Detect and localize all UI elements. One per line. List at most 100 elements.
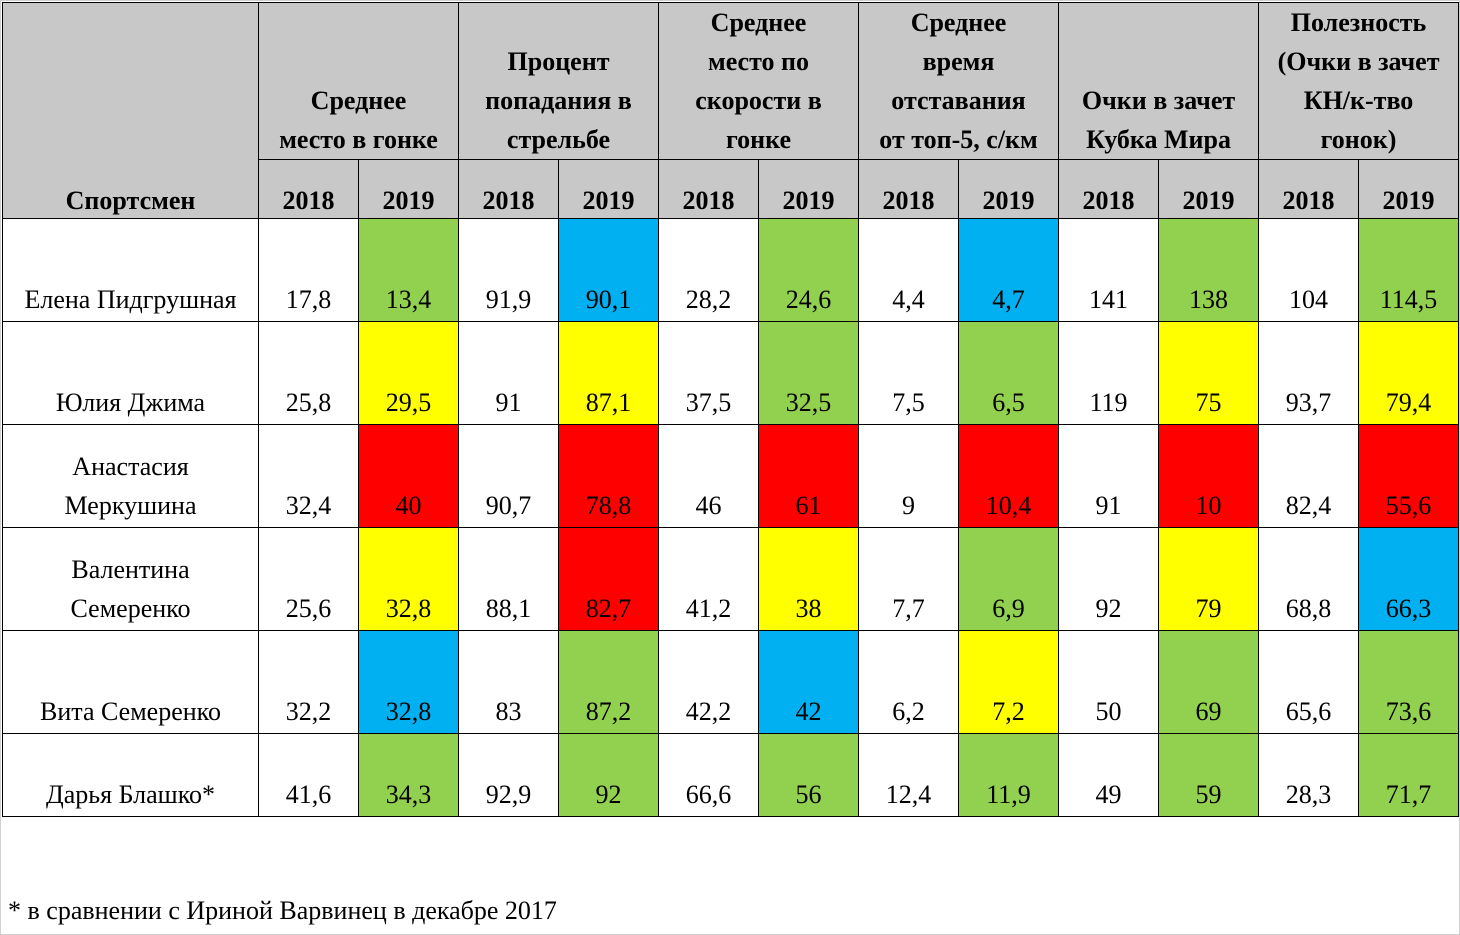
value-cell: 28,2 bbox=[658, 218, 759, 322]
value-cell: 68,8 bbox=[1258, 527, 1360, 631]
group-header-world-cup-points: Очки в зачет Кубка Мира bbox=[1058, 2, 1260, 160]
value-cell: 91,9 bbox=[458, 218, 559, 322]
value-cell: 34,3 bbox=[358, 733, 459, 817]
value-cell: 50 bbox=[1058, 630, 1160, 734]
value-cell: 28,3 bbox=[1258, 733, 1360, 817]
value-cell: 92 bbox=[558, 733, 659, 817]
value-cell: 79 bbox=[1158, 527, 1260, 631]
value-cell: 38 bbox=[757, 527, 860, 631]
value-cell: 4,7 bbox=[958, 218, 1060, 322]
value-cell: 82,4 bbox=[1258, 424, 1360, 528]
athlete-name-cell: Валентина Семеренко bbox=[2, 527, 259, 631]
value-cell: 4,4 bbox=[858, 218, 960, 322]
year-header: 2019 bbox=[358, 159, 459, 219]
value-cell: 11,9 bbox=[958, 733, 1060, 817]
value-cell: 75 bbox=[1158, 321, 1260, 425]
athlete-name-cell: Вита Семеренко bbox=[2, 630, 259, 734]
value-cell: 91 bbox=[458, 321, 559, 425]
value-cell: 42,2 bbox=[658, 630, 759, 734]
value-cell: 49 bbox=[1058, 733, 1160, 817]
value-cell: 7,2 bbox=[958, 630, 1060, 734]
value-cell: 24,6 bbox=[757, 218, 860, 322]
table-row: Вита Семеренко 32,2 32,8 83 87,2 42,2 42 6,2 7,2… bbox=[2, 630, 1460, 734]
value-cell: 10 bbox=[1158, 424, 1260, 528]
value-cell: 66,3 bbox=[1358, 527, 1460, 631]
value-cell: 7,7 bbox=[858, 527, 960, 631]
value-cell: 42 bbox=[757, 630, 860, 734]
value-cell: 79,4 bbox=[1358, 321, 1460, 425]
year-header: 2019 bbox=[958, 159, 1060, 219]
value-cell: 66,6 bbox=[658, 733, 759, 817]
year-header: 2019 bbox=[757, 159, 860, 219]
footnote: * в сравнении с Ириной Варвинец в декабр… bbox=[8, 896, 557, 925]
value-cell: 13,4 bbox=[358, 218, 459, 322]
year-header: 2019 bbox=[558, 159, 659, 219]
value-cell: 32,4 bbox=[258, 424, 359, 528]
athlete-name-cell: Анастасия Меркушина bbox=[2, 424, 259, 528]
value-cell: 78,8 bbox=[558, 424, 659, 528]
group-header-speed-place: Среднее место по скорости в гонке bbox=[657, 2, 860, 160]
value-cell: 56 bbox=[757, 733, 860, 817]
header-group-row: Спортсмен Среднее место в гонке Процент … bbox=[2, 2, 1460, 219]
value-cell: 92 bbox=[1058, 527, 1160, 631]
value-cell: 88,1 bbox=[458, 527, 559, 631]
value-cell: 17,8 bbox=[258, 218, 359, 322]
value-cell: 12,4 bbox=[858, 733, 960, 817]
value-cell: 10,4 bbox=[958, 424, 1060, 528]
value-cell: 61 bbox=[757, 424, 860, 528]
year-header: 2018 bbox=[1058, 159, 1160, 219]
value-cell: 69 bbox=[1158, 630, 1260, 734]
value-cell: 91 bbox=[1058, 424, 1160, 528]
value-cell: 119 bbox=[1058, 321, 1160, 425]
value-cell: 87,2 bbox=[558, 630, 659, 734]
group-header-shooting-percent: Процент попадания в стрельбе bbox=[458, 2, 659, 160]
year-header: 2018 bbox=[858, 159, 960, 219]
value-cell: 104 bbox=[1258, 218, 1360, 322]
table-row: Валентина Семеренко 25,6 32,8 88,1 82,7 41,2 3… bbox=[2, 527, 1460, 631]
value-cell: 6,9 bbox=[958, 527, 1060, 631]
year-header: 2019 bbox=[1358, 159, 1460, 219]
table-row: Юлия Джима 25,8 29,5 91 87,1 37,5 32,5 7,5 6,5 11… bbox=[2, 321, 1460, 425]
value-cell: 25,6 bbox=[258, 527, 359, 631]
value-cell: 32,8 bbox=[358, 630, 459, 734]
value-cell: 7,5 bbox=[858, 321, 960, 425]
table-row: Дарья Блашко* 41,6 34,3 92,9 92 66,6 56 12,4 11,… bbox=[2, 733, 1460, 817]
table-row: Анастасия Меркушина 32,4 40 90,7 78,8 46 61 9 10… bbox=[2, 424, 1460, 528]
year-header: 2019 bbox=[1158, 159, 1260, 219]
value-cell: 29,5 bbox=[358, 321, 459, 425]
year-header: 2018 bbox=[258, 159, 359, 219]
value-cell: 32,5 bbox=[757, 321, 860, 425]
value-cell: 114,5 bbox=[1358, 218, 1460, 322]
value-cell: 90,7 bbox=[458, 424, 559, 528]
athlete-name-cell: Елена Пидгрушная bbox=[2, 218, 259, 322]
value-cell: 32,8 bbox=[358, 527, 459, 631]
value-cell: 6,2 bbox=[858, 630, 960, 734]
table-body: Елена Пидгрушная 17,8 13,4 91,9 90,1 28,2 24,6… bbox=[2, 218, 1460, 817]
athlete-column-header: Спортсмен bbox=[2, 2, 259, 219]
value-cell: 141 bbox=[1058, 218, 1160, 322]
group-header-time-gap: Среднее время отставания от топ-5, с/км bbox=[858, 2, 1060, 160]
value-cell: 46 bbox=[658, 424, 759, 528]
value-cell: 73,6 bbox=[1358, 630, 1460, 734]
group-header-usefulness: Полезность (Очки в зачет КН/к-тво гонок) bbox=[1258, 2, 1460, 160]
value-cell: 87,1 bbox=[558, 321, 659, 425]
value-cell: 25,8 bbox=[258, 321, 359, 425]
value-cell: 40 bbox=[358, 424, 459, 528]
value-cell: 82,7 bbox=[558, 527, 659, 631]
stats-table: Спортсмен Среднее место в гонке Процент … bbox=[2, 2, 1460, 817]
year-header: 2018 bbox=[1258, 159, 1360, 219]
value-cell: 59 bbox=[1158, 733, 1260, 817]
value-cell: 90,1 bbox=[558, 218, 659, 322]
athlete-name-cell: Дарья Блашко* bbox=[2, 733, 259, 817]
value-cell: 41,2 bbox=[658, 527, 759, 631]
value-cell: 37,5 bbox=[658, 321, 759, 425]
value-cell: 55,6 bbox=[1358, 424, 1460, 528]
group-header-avg-place: Среднее место в гонке bbox=[258, 2, 459, 160]
value-cell: 41,6 bbox=[258, 733, 359, 817]
value-cell: 9 bbox=[858, 424, 960, 528]
table-row: Елена Пидгрушная 17,8 13,4 91,9 90,1 28,2 24,6… bbox=[2, 218, 1460, 322]
header-year-row: 2018 2019 2018 2019 2018 2019 2018 2019 … bbox=[3, 159, 1460, 219]
value-cell: 6,5 bbox=[958, 321, 1060, 425]
value-cell: 138 bbox=[1158, 218, 1260, 322]
value-cell: 83 bbox=[458, 630, 559, 734]
